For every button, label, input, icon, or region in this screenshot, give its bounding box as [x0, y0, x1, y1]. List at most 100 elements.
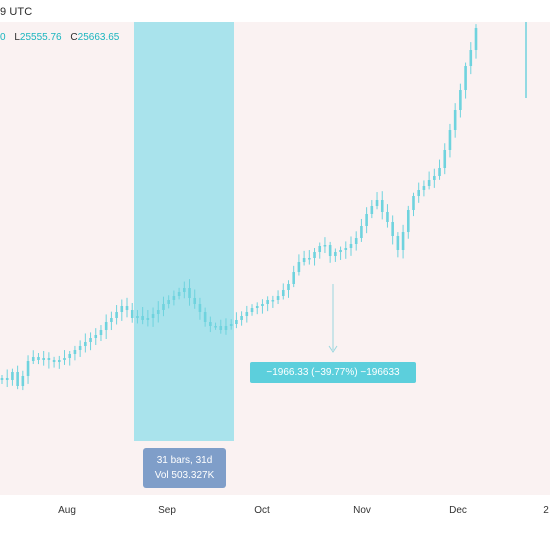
- candle-body: [464, 66, 467, 90]
- candle-body: [99, 330, 103, 335]
- candle-body: [162, 304, 165, 310]
- candle-body: [167, 300, 170, 304]
- candle-body: [412, 196, 415, 210]
- ohlc-open-value: 0: [0, 32, 6, 43]
- candle-body: [235, 320, 238, 324]
- candle-body: [125, 306, 129, 310]
- candle-body: [151, 314, 155, 318]
- range-volume-label: Vol 503.327K: [154, 470, 215, 481]
- ohlc-low-key: L: [14, 32, 20, 43]
- candle-body: [16, 372, 19, 386]
- candle-body: [94, 335, 98, 338]
- candle-body: [417, 190, 421, 196]
- candle-body: [448, 130, 452, 150]
- candle-body: [104, 322, 108, 330]
- candle-body: [380, 200, 384, 212]
- ohlc-close-value: 25663.65: [77, 32, 120, 43]
- candle-body: [188, 288, 191, 298]
- candle-body: [438, 168, 441, 176]
- candle-body: [219, 326, 223, 330]
- candle-body: [193, 298, 197, 304]
- candle-body: [255, 306, 259, 308]
- candle-body: [21, 376, 25, 386]
- candle-body: [328, 245, 332, 256]
- measure-arrow-head-icon: [328, 345, 338, 353]
- candle-body: [396, 236, 400, 250]
- candle-body: [136, 316, 139, 318]
- candle-body: [37, 357, 40, 360]
- candle-body: [73, 350, 77, 354]
- candle-body: [360, 226, 363, 238]
- candle-body: [334, 252, 337, 256]
- measure-result-label: −1966.33 (−39.77%) −196633: [250, 362, 416, 383]
- candles-group: [0, 22, 527, 391]
- candle-body: [89, 338, 92, 342]
- ohlc-legend: 0 L25555.76 C25663.65: [0, 32, 125, 43]
- ohlc-low-value: 25555.76: [19, 32, 62, 43]
- candle-body: [172, 296, 176, 300]
- candle-body: [427, 180, 431, 186]
- candle-body: [203, 312, 207, 322]
- candle-body: [469, 50, 473, 66]
- candle-body: [31, 357, 35, 361]
- candle-body: [198, 304, 202, 312]
- candle-body: [0, 378, 4, 380]
- candle-body: [5, 378, 9, 380]
- candle-body: [240, 316, 243, 320]
- chart-background: [0, 22, 550, 495]
- candle-body: [365, 214, 368, 226]
- x-tick-label: Dec: [449, 505, 467, 516]
- candle-body: [120, 306, 124, 312]
- candle-body: [84, 342, 87, 346]
- candle-body: [261, 304, 264, 306]
- candle-body: [443, 150, 447, 168]
- candle-body: [433, 176, 436, 180]
- candle-body: [281, 290, 285, 296]
- candle-body: [302, 258, 306, 262]
- time-axis[interactable]: Aug Sep Oct Nov Dec 2: [0, 495, 550, 550]
- candle-body: [401, 232, 405, 250]
- candle-body: [177, 292, 181, 296]
- candle-body: [266, 300, 269, 304]
- candle-body: [292, 272, 295, 284]
- candle-body: [224, 326, 228, 330]
- candle-body: [57, 360, 61, 362]
- candle-body: [52, 360, 56, 362]
- candle-body: [68, 354, 72, 358]
- candle-body: [297, 262, 301, 272]
- candle-body: [11, 372, 14, 380]
- range-info-box: 31 bars, 31d Vol 503.327K: [143, 448, 226, 488]
- candle-body: [287, 284, 290, 290]
- candle-body: [115, 312, 118, 318]
- candle-body: [156, 310, 160, 314]
- candle-body: [313, 252, 316, 258]
- candle-body: [271, 300, 275, 302]
- x-tick-label: Aug: [58, 505, 76, 516]
- header-time-label: 9 UTC: [0, 6, 33, 18]
- candle-body: [214, 326, 217, 328]
- candle-body: [276, 296, 280, 300]
- candle-body: [370, 206, 374, 214]
- selection-range-band[interactable]: [134, 22, 234, 441]
- candle-body: [422, 186, 426, 190]
- candle-body: [250, 308, 254, 312]
- candle-body: [453, 110, 457, 130]
- candle-body: [459, 90, 462, 110]
- x-tick-label: Sep: [158, 505, 176, 516]
- candle-body: [474, 28, 478, 50]
- candle-body: [406, 210, 410, 232]
- x-tick-label: Nov: [353, 505, 371, 516]
- candle-body: [339, 250, 342, 252]
- candle-body: [63, 358, 66, 360]
- candle-body: [141, 316, 144, 320]
- candle-body: [344, 248, 348, 250]
- candle-body: [318, 246, 322, 252]
- candle-body: [386, 212, 389, 222]
- candle-body: [229, 324, 233, 326]
- candle-body: [391, 222, 394, 236]
- candle-body: [130, 310, 134, 318]
- candle-body: [42, 358, 45, 360]
- x-tick-label: 2: [543, 505, 549, 516]
